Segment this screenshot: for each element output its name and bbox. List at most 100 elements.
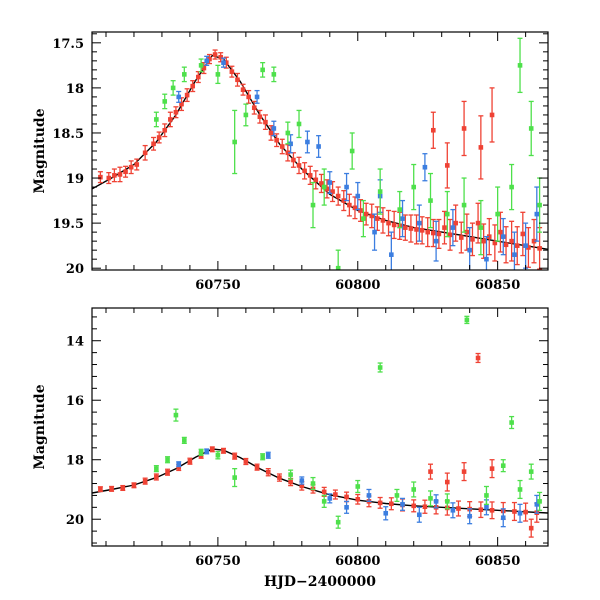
y-tick-label: 18	[66, 82, 84, 97]
data-point	[184, 92, 190, 98]
data-point	[428, 496, 433, 501]
data-point	[335, 193, 341, 199]
data-point	[500, 463, 506, 468]
data-point	[98, 174, 103, 180]
data-point	[176, 461, 182, 467]
data-point	[215, 72, 221, 77]
data-point	[327, 180, 333, 185]
data-point	[296, 163, 302, 168]
data-point	[260, 454, 265, 460]
data-point	[154, 466, 159, 471]
data-point	[422, 164, 428, 170]
data-point	[313, 177, 319, 183]
data-point	[187, 458, 193, 464]
data-point	[422, 504, 428, 510]
data-point	[176, 465, 182, 470]
data-point	[377, 500, 383, 506]
data-point	[358, 208, 363, 213]
data-point	[154, 474, 159, 480]
data-point	[461, 202, 467, 208]
data-point	[265, 469, 271, 475]
series-2	[153, 315, 543, 529]
data-point	[528, 525, 534, 531]
data-point	[361, 216, 366, 221]
data-point	[310, 481, 316, 486]
data-point	[537, 499, 542, 504]
series-0	[97, 49, 543, 270]
data-point	[366, 493, 372, 498]
data-point	[333, 492, 338, 497]
data-point	[335, 519, 341, 525]
data-point	[486, 234, 492, 239]
data-point	[464, 317, 470, 323]
data-point	[265, 452, 271, 458]
data-point	[335, 265, 341, 270]
data-point	[534, 502, 540, 507]
y-axis-label: Magnitude	[32, 108, 48, 193]
data-point	[500, 515, 506, 521]
data-point	[179, 101, 184, 107]
data-point	[232, 453, 237, 459]
data-point	[299, 478, 305, 483]
data-point	[291, 157, 296, 163]
data-point	[240, 87, 246, 92]
data-point	[537, 246, 542, 251]
x-axis-label: HJD−2400000	[264, 574, 376, 590]
data-point	[537, 202, 542, 208]
data-point	[461, 469, 467, 474]
data-point	[204, 58, 209, 64]
data-point	[436, 231, 442, 237]
plot-area	[92, 37, 548, 270]
data-point	[512, 509, 517, 514]
plot-frame	[91, 307, 549, 547]
data-point	[196, 74, 201, 80]
data-point	[221, 60, 226, 65]
y-tick-label: 17.5	[52, 37, 84, 52]
data-point	[528, 126, 534, 131]
data-point	[458, 235, 464, 240]
data-point	[344, 494, 349, 500]
data-point	[383, 510, 389, 516]
data-point	[389, 501, 394, 507]
data-point	[377, 365, 383, 370]
data-point	[128, 164, 134, 170]
data-point	[444, 479, 450, 485]
data-point	[151, 141, 156, 147]
data-point	[411, 487, 417, 492]
data-point	[131, 483, 137, 488]
data-point	[484, 505, 489, 510]
data-point	[431, 127, 436, 133]
data-point	[484, 256, 489, 262]
data-point	[232, 475, 237, 480]
data-point	[296, 121, 302, 127]
data-point	[277, 475, 282, 480]
data-point	[142, 478, 148, 484]
data-point	[475, 355, 481, 361]
data-point	[442, 225, 447, 230]
data-point	[349, 148, 355, 154]
data-point	[397, 207, 403, 212]
data-point	[321, 489, 327, 495]
data-point	[475, 220, 481, 226]
data-point	[285, 130, 291, 136]
data-point	[450, 225, 456, 230]
data-point	[433, 499, 439, 504]
data-point	[431, 230, 436, 236]
data-point	[391, 222, 397, 228]
data-point	[444, 211, 450, 217]
data-point	[498, 229, 503, 235]
data-point	[243, 459, 249, 464]
data-point	[534, 211, 540, 217]
data-point	[433, 238, 439, 244]
data-point	[526, 245, 531, 250]
x-tick-label: 60850	[475, 554, 520, 569]
data-point	[520, 231, 526, 237]
data-point	[500, 234, 506, 239]
data-point	[327, 496, 333, 501]
data-point	[170, 85, 176, 91]
data-point	[263, 119, 268, 125]
data-point	[319, 181, 324, 186]
data-point	[307, 173, 313, 178]
data-point	[377, 189, 383, 194]
data-point	[372, 229, 377, 235]
